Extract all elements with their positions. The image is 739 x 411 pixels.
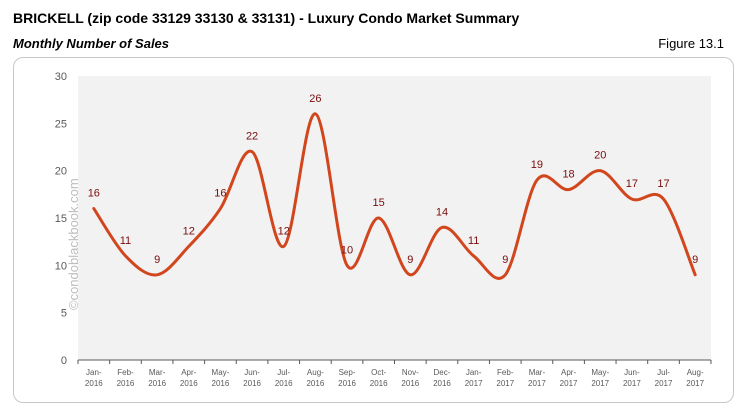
data-label: 17: [657, 178, 669, 190]
data-label: 16: [88, 188, 100, 200]
x-tick-label: Aug-2017: [686, 368, 704, 388]
figure-number: Figure 13.1: [658, 36, 724, 51]
data-point: [188, 245, 190, 247]
chart-title: BRICKELL (zip code 33129 33130 & 33131) …: [13, 10, 520, 26]
y-tick-label: 25: [55, 118, 67, 130]
data-point: [409, 274, 411, 276]
data-label: 19: [531, 159, 543, 171]
data-label: 14: [436, 206, 448, 218]
data-label: 18: [562, 169, 574, 181]
x-tick-label: Jun-2017: [623, 368, 641, 388]
data-point: [124, 255, 126, 257]
data-point: [599, 170, 601, 172]
x-tick-label: Jun-2016: [243, 368, 261, 388]
x-tick-label: Oct-2016: [370, 368, 388, 388]
data-point: [473, 255, 475, 257]
x-tick-label: Mar-2016: [148, 368, 166, 388]
data-point: [314, 113, 316, 115]
x-tick-label: Jul-2017: [655, 368, 673, 388]
data-label: 11: [468, 235, 479, 247]
x-tick-label: Jul-2016: [275, 368, 293, 388]
data-point: [93, 208, 95, 210]
watermark: ©condoblackbook.com: [66, 178, 81, 310]
data-label: 9: [692, 254, 698, 266]
x-tick-label: May-2016: [212, 368, 230, 388]
x-tick-label: Mar-2017: [528, 368, 546, 388]
x-tick-label: May-2017: [591, 368, 609, 388]
data-point: [346, 264, 348, 266]
data-point: [378, 217, 380, 219]
data-label: 15: [373, 197, 385, 209]
data-point: [536, 179, 538, 181]
data-point: [663, 198, 665, 200]
data-point: [156, 274, 158, 276]
x-tick-label: Apr-2016: [180, 368, 198, 388]
data-point: [631, 198, 633, 200]
y-tick-label: 15: [55, 213, 67, 225]
data-label: 17: [626, 178, 638, 190]
data-label: 9: [502, 254, 508, 266]
y-tick-label: 20: [55, 166, 67, 178]
x-tick-label: Sep-2016: [338, 368, 356, 388]
data-point: [504, 274, 506, 276]
x-tick-label: Aug-2016: [306, 368, 324, 388]
x-tick-label: Feb-2017: [496, 368, 514, 388]
data-label: 10: [341, 244, 353, 256]
x-tick-label: Apr-2017: [560, 368, 578, 388]
x-tick-label: Nov-2016: [401, 368, 419, 388]
data-point: [694, 274, 696, 276]
data-label: 12: [278, 225, 290, 237]
data-point: [251, 151, 253, 153]
plot-area: [78, 76, 711, 360]
y-tick-label: 5: [61, 308, 67, 320]
data-label: 20: [594, 150, 606, 162]
data-point: [219, 208, 221, 210]
x-tick-label: Feb-2016: [117, 368, 135, 388]
data-label: 11: [120, 235, 131, 247]
x-tick-label: Jan-2016: [85, 368, 103, 388]
y-tick-label: 0: [61, 355, 67, 367]
data-label: 26: [309, 93, 321, 105]
x-tick-label: Dec-2016: [433, 368, 451, 388]
y-tick-label: 10: [55, 260, 67, 272]
data-point: [568, 189, 570, 191]
data-point: [283, 245, 285, 247]
data-point: [441, 226, 443, 228]
data-label: 12: [183, 225, 195, 237]
data-label: 9: [154, 254, 160, 266]
data-label: 9: [407, 254, 413, 266]
data-label: 22: [246, 131, 258, 143]
chart-frame: [13, 57, 734, 403]
y-tick-label: 30: [55, 71, 67, 83]
chart-subtitle: Monthly Number of Sales: [13, 36, 170, 51]
x-tick-label: Jan-2017: [465, 368, 483, 388]
data-label: 16: [214, 188, 226, 200]
